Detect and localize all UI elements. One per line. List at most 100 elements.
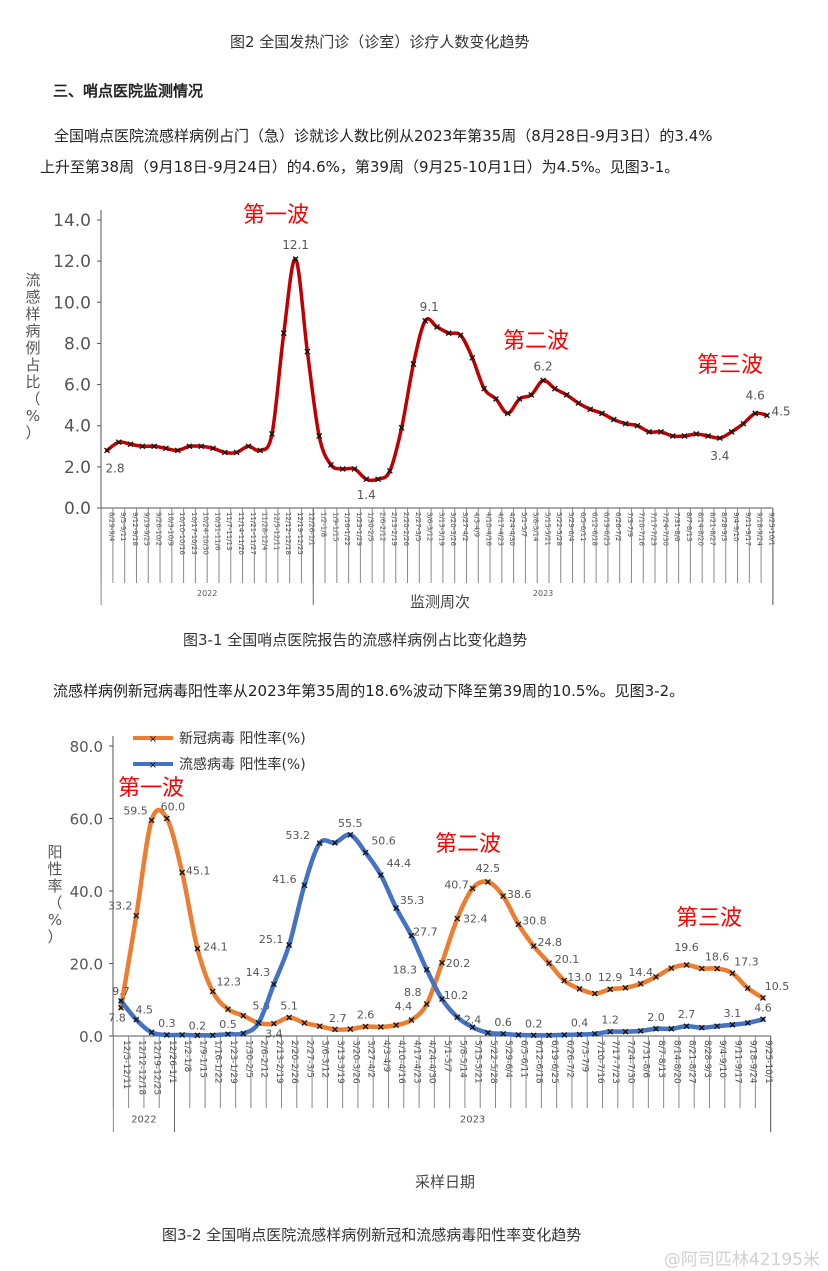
y-axis-title-char: 病: [25, 322, 40, 340]
data-point-marker: [210, 445, 217, 452]
data-label: 3.4: [265, 1028, 283, 1041]
data-point-marker: [657, 428, 664, 435]
data-point-marker: [423, 1001, 430, 1008]
data-point-marker: [209, 988, 216, 995]
x-tick-label: 9/5-9/11: [119, 512, 127, 542]
x-tick-label: 6/12-6/18: [591, 512, 599, 546]
data-label: 42.5: [476, 862, 501, 875]
y-axis-title-char: ）: [25, 424, 40, 442]
x-tick-label: 9/26-10/2: [154, 512, 162, 546]
data-point-marker: [516, 396, 523, 402]
x-tick-label: 9/18-9/24: [756, 512, 764, 547]
legend-marker: ×: [149, 734, 157, 745]
data-point-marker: [118, 997, 124, 1004]
data-point-marker: [393, 1022, 400, 1029]
x-tick-label: 2/13-2/19: [390, 512, 398, 546]
x-tick-label: 8/14-8/20: [671, 1040, 681, 1084]
x-tick-label: 1/16-1/22: [343, 512, 351, 546]
y-axis-title-char: %: [26, 407, 40, 425]
data-point-marker: [705, 433, 712, 439]
data-label: 9.1: [420, 300, 439, 314]
data-point-marker: [546, 1032, 552, 1039]
data-label: 4.5: [771, 404, 790, 418]
data-label: 55.5: [338, 817, 363, 830]
data-label: 27.7: [413, 926, 438, 939]
data-point-marker: [607, 1028, 614, 1035]
data-point-marker: [255, 1019, 262, 1026]
data-label: 44.4: [387, 857, 412, 870]
x-tick-label: 7/10-7/16: [638, 512, 646, 547]
x-tick-label: 11/7-11/13: [225, 512, 233, 550]
data-point-marker: [668, 1025, 675, 1032]
data-label: 14.3: [246, 966, 271, 979]
x-tick-label: 7/24-7/30: [661, 512, 669, 546]
data-label: 12.9: [598, 971, 623, 984]
data-label: 20.2: [446, 957, 471, 970]
data-point-marker: [148, 1029, 155, 1036]
data-point-marker: [563, 391, 570, 398]
data-point-marker: [454, 915, 461, 922]
data-point-marker: [716, 435, 723, 442]
data-point-marker: [347, 831, 354, 838]
x-tick-label: 3/27-4/2: [461, 512, 469, 542]
data-point-marker: [377, 1023, 384, 1030]
data-label: 7.8: [108, 1012, 126, 1025]
y-axis-title-char: （: [47, 894, 62, 912]
x-tick-label: 8/28-9/3: [702, 1040, 712, 1078]
paragraph-1: 全国哨点医院流感样病例占门（急）诊就诊人数比例从2023年第35周（8月28日-…: [40, 121, 713, 183]
series-line: [105, 257, 769, 483]
y-tick-label: 14.0: [53, 211, 91, 231]
data-point-marker: [362, 1023, 369, 1030]
y-tick-label: 6.0: [64, 376, 91, 396]
data-label: 14.4: [628, 966, 653, 979]
x-tick-label: 5/8-5/14: [532, 512, 540, 542]
x-tick-label: 4/17-4/23: [411, 1040, 421, 1084]
y-axis-title-char: ）: [47, 928, 62, 946]
x-tick-label: 7/10-7/16: [595, 1040, 605, 1084]
x-tick-label: 3/27-4/2: [366, 1040, 376, 1078]
data-point-marker: [729, 1021, 736, 1028]
x-tick-label: 9/11-9/17: [744, 512, 752, 546]
data-point-marker: [301, 882, 308, 889]
x-tick-label: 11/28-12/4: [261, 512, 269, 551]
data-label: 17.3: [734, 955, 759, 968]
positivity-rate-chart: 0.0 20.0 40.0 60.0 80.0 12/5-12/11 12/12-12/18…: [47, 730, 789, 1191]
data-point-marker: [744, 985, 751, 992]
data-label: 33.2: [108, 900, 133, 913]
data-label: 18.6: [705, 951, 730, 964]
data-point-marker: [398, 424, 405, 431]
data-point-marker: [179, 1031, 186, 1038]
data-label: 24.1: [203, 941, 228, 954]
data-point-marker: [257, 447, 264, 454]
data-point-marker: [270, 1020, 277, 1027]
data-point-marker: [740, 420, 747, 427]
data-point-marker: [104, 447, 110, 454]
data-label: 0.5: [219, 1018, 237, 1031]
data-point-marker: [162, 445, 169, 452]
data-point-marker: [179, 869, 186, 876]
data-point-marker: [245, 443, 252, 450]
data-point-marker: [469, 354, 476, 361]
x-tick-label: 5/22-5/28: [555, 512, 563, 546]
data-point-marker: [209, 1032, 216, 1039]
data-point-marker: [423, 966, 430, 973]
x-tick-label: 5/22-5/28: [488, 1040, 498, 1084]
x-tick-label: 6/26-7/2: [564, 1040, 574, 1078]
data-point-marker: [681, 433, 688, 439]
data-label: 2.6: [357, 1009, 375, 1022]
data-point-marker: [469, 885, 476, 892]
data-point-marker: [729, 970, 736, 977]
data-point-marker: [500, 1030, 507, 1037]
data-point-marker: [375, 476, 382, 483]
data-point-marker: [445, 330, 452, 337]
data-label: 0.3: [158, 1017, 176, 1030]
y-tick-label: 10.0: [53, 293, 91, 313]
x-tick-label: 7/31-8/6: [641, 1040, 651, 1078]
y-axis-title-char: 率: [47, 877, 62, 895]
x-tick-label: 5/29-6/4: [503, 1040, 513, 1078]
x-tick-label: 6/19-6/25: [602, 512, 610, 546]
data-label: 2.7: [678, 1008, 696, 1021]
y-axis-title-char: 流: [25, 271, 40, 289]
x-tick-label: 8/14-8/20: [697, 512, 705, 546]
data-point-marker: [194, 945, 201, 952]
